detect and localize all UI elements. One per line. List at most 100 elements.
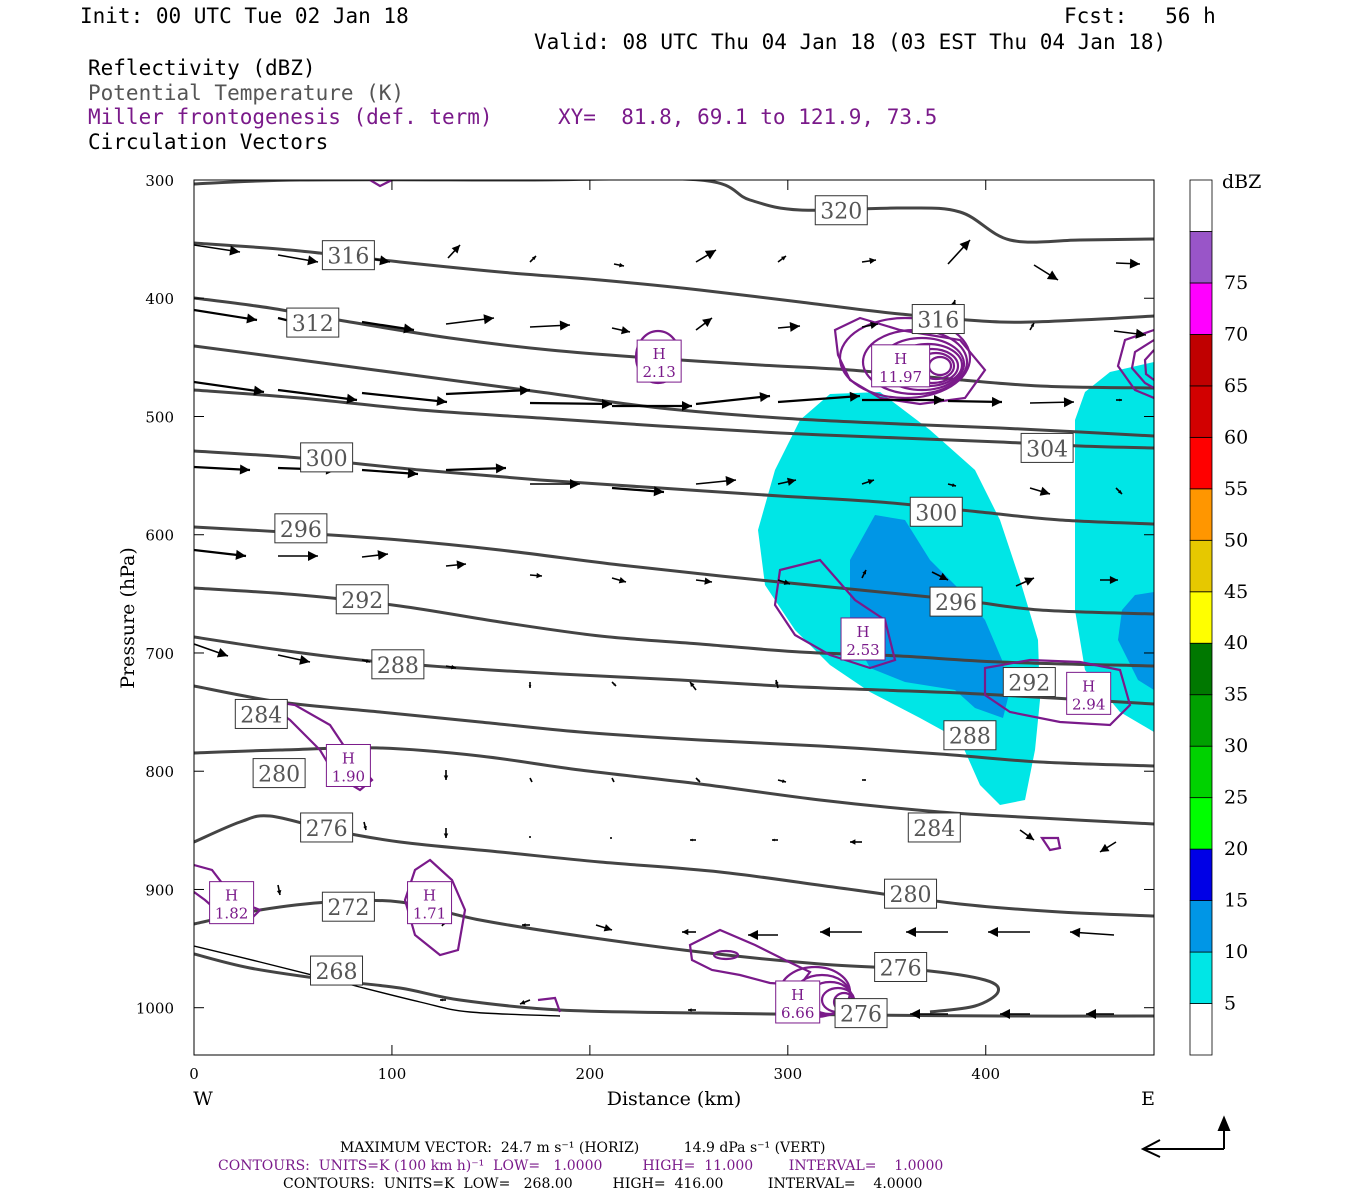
theta-label-box — [321, 891, 375, 922]
circulation-vector-head — [559, 320, 570, 331]
colorbar-swatch — [1189, 951, 1213, 1004]
circulation-vector-head — [704, 250, 716, 260]
circulation-vector-head — [934, 395, 944, 405]
theta-contour-line — [194, 449, 1154, 526]
circulation-vector-head — [239, 464, 250, 475]
frontogenesis-contour — [1116, 328, 1154, 400]
y-tick-label: 700 — [145, 645, 174, 663]
theta-label: 284 — [240, 703, 282, 728]
circulation-vector-head — [613, 683, 616, 686]
colorbar-swatch — [1189, 231, 1213, 284]
circulation-vector-head — [403, 323, 414, 334]
circulation-vector-head — [959, 240, 970, 251]
circulation-vector-head — [1129, 258, 1140, 269]
theta-label-box — [1002, 667, 1056, 698]
theta-label: 300 — [306, 447, 348, 472]
circulation-vector-head — [436, 395, 447, 406]
theta-label: 276 — [880, 957, 922, 982]
frontogenesis-max-box — [871, 344, 931, 388]
x-axis-label: Distance (km) — [607, 1088, 742, 1110]
theta-label: 304 — [1026, 437, 1068, 462]
circulation-vector-head — [1117, 489, 1122, 494]
circulation-vector-head — [820, 927, 830, 937]
frontogenesis-contour — [1143, 349, 1154, 381]
theta-contour-line — [194, 635, 1154, 706]
frontogenesis-max-box — [407, 881, 453, 925]
theta-label-box — [814, 195, 868, 226]
colorbar-level-label: 55 — [1224, 478, 1248, 500]
init-label: Init: 00 UTC Tue 02 Jan 18 — [80, 4, 409, 28]
fronto-contour-note: CONTOURS: UNITS=K (100 km h)⁻¹ LOW= 1.00… — [218, 1158, 944, 1174]
circulation-vector-head — [529, 837, 531, 838]
frontogenesis-max-value: 1.90 — [332, 767, 365, 785]
x-east-label: E — [1141, 1088, 1155, 1110]
circulation-vector-head — [612, 779, 614, 782]
circulation-vector-head — [531, 256, 536, 261]
circulation-vector-head — [379, 255, 390, 266]
circulation-vector — [695, 394, 771, 406]
colorbar-level-label: 25 — [1224, 787, 1248, 809]
circulation-vector-head — [1070, 927, 1081, 938]
circulation-vector-head — [787, 477, 796, 486]
circulation-vector-head — [618, 577, 626, 584]
x-tick-label: 0 — [189, 1065, 199, 1083]
y-tick-label: 500 — [145, 408, 174, 426]
circulation-vector — [194, 380, 265, 394]
circulation-vector-head — [377, 550, 388, 561]
colorbar-level-label: 30 — [1224, 735, 1248, 757]
max-vector-note: MAXIMUM VECTOR: 24.7 m s⁻¹ (HORIZ) 14.9 … — [340, 1140, 826, 1156]
theta-label: 276 — [306, 817, 348, 842]
theta-contour-line — [194, 684, 1154, 768]
circulation-vector-head — [781, 779, 786, 783]
theta-label: 268 — [316, 960, 358, 985]
circulation-vector-head — [451, 245, 460, 254]
frontogenesis-max-box — [1066, 671, 1112, 715]
colorbar-swatch — [1189, 385, 1213, 438]
theta-label: 292 — [341, 589, 383, 614]
y-tick-label: 1000 — [136, 1000, 174, 1018]
circulation-vector — [361, 391, 448, 404]
frontogenesis-contour — [773, 558, 897, 670]
frontogenesis-max-box — [209, 881, 255, 925]
circulation-vector — [445, 466, 507, 472]
valid-label: Valid: 08 UTC Thu 04 Jan 18 (03 EST Thu … — [534, 30, 1167, 54]
circulation-vector-head — [951, 483, 956, 487]
circulation-vector-head — [697, 779, 700, 782]
circulation-vector-head — [253, 385, 264, 396]
theta-label: 280 — [890, 883, 932, 908]
colorbar-level-label: 40 — [1224, 632, 1248, 654]
circulation-vector — [445, 388, 531, 396]
frontogenesis-max-marker: H — [856, 623, 869, 641]
circulation-vector-head — [365, 659, 370, 663]
circulation-vector-head — [520, 999, 526, 1005]
circulation-vector-head — [570, 479, 580, 489]
circulation-vector-head — [1135, 328, 1146, 339]
circulation-vector-head — [299, 654, 310, 665]
colorbar-swatch — [1189, 900, 1213, 953]
frontogenesis-max-marker: H — [423, 887, 436, 905]
circulation-vector-head — [988, 927, 998, 937]
circulation-vector — [777, 394, 861, 404]
field-1-label: Reflectivity (dBZ) — [88, 56, 316, 80]
circulation-vector-head — [783, 579, 790, 585]
circulation-vector-head — [519, 385, 530, 396]
colorbar-swatch — [1189, 642, 1213, 696]
theta-label-box — [834, 998, 888, 1029]
theta-label-box — [286, 307, 340, 338]
colorbar-swatch — [1189, 334, 1213, 387]
colorbar-swatch — [1189, 282, 1213, 335]
frontogenesis-contour — [369, 180, 393, 188]
frontogenesis-max-value: 2.94 — [1072, 695, 1105, 713]
circulation-vector-head — [536, 572, 542, 579]
circulation-vector-head — [910, 1009, 920, 1019]
theta-label: 316 — [917, 309, 959, 334]
circulation-vector-head — [621, 326, 630, 335]
circulation-vector-head — [528, 685, 532, 688]
circulation-vector-head — [363, 825, 367, 830]
colorbar-swatch — [1189, 539, 1213, 593]
theta-label-box — [909, 496, 963, 527]
theta-label: 316 — [327, 245, 369, 270]
theta-label-box — [274, 513, 328, 544]
circulation-vector-head — [1024, 577, 1034, 586]
